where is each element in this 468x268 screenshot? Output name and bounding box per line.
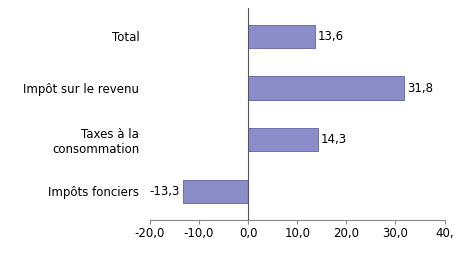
Bar (248, 128, 318, 151)
Bar (183, 180, 248, 203)
Text: 31,8: 31,8 (407, 81, 433, 95)
Text: 13,6: 13,6 (317, 30, 344, 43)
Text: 14,3: 14,3 (321, 133, 347, 146)
Bar (248, 25, 315, 48)
Text: -13,3: -13,3 (150, 185, 180, 198)
Bar (248, 76, 404, 100)
